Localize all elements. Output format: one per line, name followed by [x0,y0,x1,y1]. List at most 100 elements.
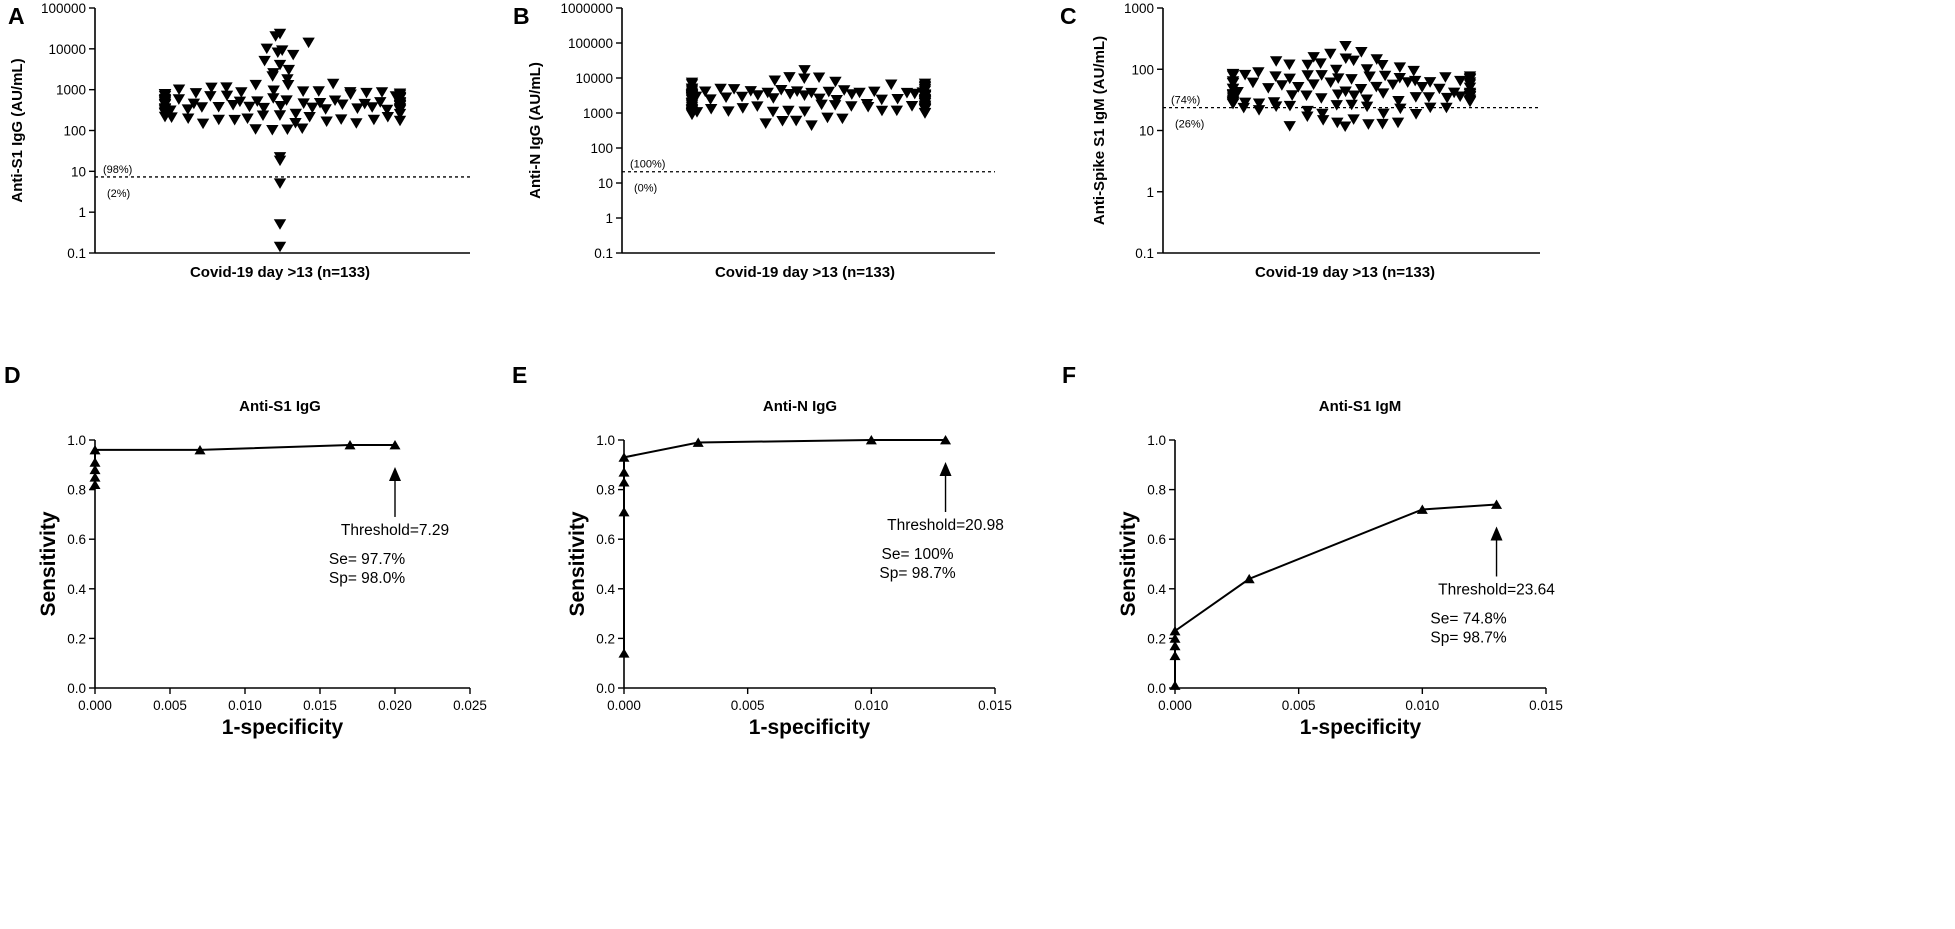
data-point [1363,71,1376,83]
above-cutoff-percent: (74%) [1171,95,1200,107]
roc-point [692,437,704,447]
roc-point [618,477,630,487]
y-tick-label-0.0: 0.0 [67,681,86,696]
x-tick-label-0.000: 0.000 [78,698,112,713]
y-tick-label-1000: 1000 [56,83,86,98]
roc-point [89,472,101,482]
data-point [1433,83,1446,95]
data-point [1269,101,1283,112]
data-point [1332,73,1345,84]
data-point [269,31,282,42]
y-tick-label-1000: 1000 [583,106,613,121]
data-point [235,87,248,98]
data-point [296,123,309,135]
data-point [1316,108,1329,120]
roc-point [1416,504,1428,514]
data-point [1360,94,1373,106]
data-point [751,90,765,101]
panel-label-F: F [1062,362,1076,388]
data-point [344,89,357,101]
panel-label-D: D [4,362,21,388]
data-point [212,114,225,126]
data-point [1226,97,1240,109]
data-point [885,79,898,91]
data-point [1283,59,1296,71]
data-point [812,72,826,84]
roc-point [1169,633,1181,643]
data-point [313,97,327,109]
data-point [836,113,849,125]
panel-C: C 1000 100 10 1 0.1 Anti-Spike S1 IgM (AU/mL) C… [1060,1,1540,281]
threshold-arrowhead [389,466,401,481]
sensitivity-label: Se= 74.8% [1430,610,1506,627]
data-point [1409,109,1423,120]
data-point [1422,92,1436,103]
data-point [1360,101,1374,113]
data-point [1269,56,1283,67]
data-point [735,91,749,103]
data-point [249,124,262,135]
data-point [266,125,279,136]
data-point [719,92,733,104]
data-point [212,101,225,113]
y-tick-label-0.4: 0.4 [596,582,615,597]
roc-point [194,444,206,455]
x-axis-title: Covid-19 day >13 (n=133) [715,264,895,281]
data-point [761,87,774,99]
data-point [905,101,919,112]
panel-B: B 1000000 100000 10000 1000 100 10 1 0.1 Anti-N I… [513,1,995,281]
data-point [393,115,407,127]
data-point [273,110,287,121]
roc-point [618,648,630,658]
data-point [1285,90,1299,101]
data-point [1454,75,1467,87]
panel-E: E Anti-N IgG 0.0 0.2 0.4 0.6 0.8 1.0 0.000 0.005 0… [512,362,1012,739]
data-point [226,99,240,111]
data-point [1360,64,1374,75]
data-point [1315,70,1328,81]
threshold-arrowhead [1490,526,1503,541]
roc-point [89,444,101,455]
y-tick-label-0.2: 0.2 [67,631,86,646]
data-point [281,74,294,85]
sensitivity-label: Se= 100% [882,546,954,563]
data-point [158,99,172,111]
x-axis-title: 1-specificity [222,716,344,739]
data-point [875,105,889,117]
data-point [273,59,287,71]
sensitivity-label: Se= 97.7% [329,551,405,568]
data-point [918,104,932,116]
y-tick-label-0.8: 0.8 [596,483,615,498]
above-cutoff-percent: (100%) [630,159,665,171]
data-point [798,65,811,76]
data-point [1283,121,1296,132]
data-point [375,87,389,98]
data-point [1307,52,1320,63]
data-point [890,105,904,117]
y-axis-title: Sensitivity [37,511,60,616]
y-tick-label-1: 1 [78,205,86,220]
data-point [257,102,271,114]
panel-F: F Anti-S1 IgM 0.0 0.2 0.4 0.6 0.8 1.0 0.000 0.005… [1062,362,1563,739]
data-point [1324,77,1337,88]
data-point [837,85,851,96]
x-tick-label-0.005: 0.005 [731,698,765,713]
x-tick-label-0.015: 0.015 [303,698,337,713]
data-point [714,83,727,95]
data-point [336,99,349,111]
data-point [351,103,364,114]
data-point [319,104,332,115]
panel-label-B: B [513,3,530,29]
data-point [1226,78,1240,89]
data-point [1238,97,1252,109]
data-point [704,94,717,105]
data-point [1376,118,1389,130]
roc-point [389,440,401,450]
roc-point [618,467,630,477]
data-point [1262,83,1275,94]
data-point [1252,67,1265,78]
data-point [358,98,371,110]
y-tick-label-10: 10 [598,176,613,191]
data-point [798,90,811,101]
y-axis-title: Anti-S1 IgG (AU/mL) [9,58,26,202]
